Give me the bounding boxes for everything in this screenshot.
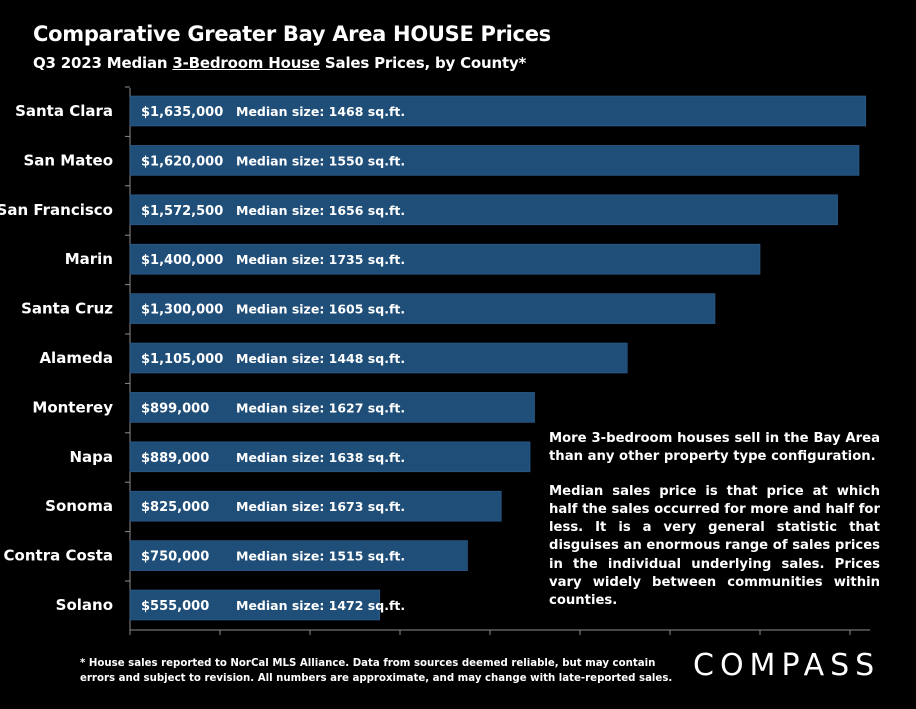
category-label: San Mateo — [23, 151, 113, 169]
bar — [129, 293, 716, 324]
compass-logo: COMPASS — [693, 648, 881, 683]
value-label: $1,300,000 — [141, 303, 223, 318]
size-label: Median size: 1472 sq.ft. — [236, 598, 405, 613]
bar — [129, 342, 628, 374]
footnote-line-2: errors and subject to revision. All numb… — [80, 673, 673, 684]
value-label: $750,000 — [141, 550, 209, 565]
value-label: $825,000 — [141, 500, 209, 515]
value-label: $1,400,000 — [141, 253, 223, 268]
bar — [129, 392, 535, 423]
bar — [129, 589, 381, 621]
subtitle-underlined: 3-Bedroom House — [172, 54, 320, 72]
note-paragraph-1: More 3-bedroom houses sell in the Bay Ar… — [549, 431, 880, 465]
footnote: * House sales reported to NorCal MLS All… — [80, 656, 680, 686]
category-label: Marin — [65, 250, 113, 268]
size-label: Median size: 1448 sq.ft. — [236, 351, 405, 366]
subtitle-suffix: Sales Prices, by County* — [319, 54, 527, 72]
value-label: $1,105,000 — [141, 352, 223, 367]
category-label: Napa — [69, 448, 113, 466]
page-subtitle: Q3 2023 Median 3-Bedroom House Sales Pri… — [33, 54, 526, 72]
bar — [129, 490, 502, 522]
value-label: $899,000 — [141, 401, 209, 416]
footnote-line-1: * House sales reported to NorCal MLS All… — [80, 658, 656, 669]
size-label: Median size: 1627 sq.ft. — [236, 400, 405, 415]
value-label: $1,572,500 — [141, 204, 223, 219]
bar — [129, 540, 468, 571]
value-label: $1,635,000 — [141, 105, 223, 120]
size-label: Median size: 1656 sq.ft. — [236, 203, 405, 218]
category-label: Santa Clara — [15, 102, 113, 120]
bar — [129, 145, 860, 176]
category-label: Contra Costa — [4, 547, 113, 565]
category-label: Sonoma — [45, 497, 113, 515]
bar — [129, 95, 867, 127]
size-label: Median size: 1515 sq.ft. — [236, 549, 405, 564]
value-label: $889,000 — [141, 451, 209, 466]
note-paragraph-2: Median sales price is that price at whic… — [549, 483, 880, 609]
size-label: Median size: 1468 sq.ft. — [236, 104, 405, 119]
bar — [129, 441, 531, 473]
size-label: Median size: 1735 sq.ft. — [236, 252, 405, 267]
subtitle-prefix: Q3 2023 Median — [33, 54, 173, 72]
category-label: Monterey — [32, 398, 113, 416]
size-label: Median size: 1550 sq.ft. — [236, 153, 405, 168]
category-label: San Francisco — [0, 201, 113, 219]
bar — [129, 194, 838, 226]
size-label: Median size: 1673 sq.ft. — [236, 499, 405, 514]
bar — [129, 243, 761, 275]
category-label: Santa Cruz — [21, 300, 113, 318]
category-label: Solano — [56, 596, 113, 614]
size-label: Median size: 1605 sq.ft. — [236, 302, 405, 317]
value-label: $555,000 — [141, 599, 209, 614]
value-label: $1,620,000 — [141, 154, 223, 169]
category-label: Alameda — [39, 349, 113, 367]
size-label: Median size: 1638 sq.ft. — [236, 450, 405, 465]
page-title: Comparative Greater Bay Area HOUSE Price… — [33, 22, 551, 46]
notes-panel: More 3-bedroom houses sell in the Bay Ar… — [549, 430, 880, 627]
